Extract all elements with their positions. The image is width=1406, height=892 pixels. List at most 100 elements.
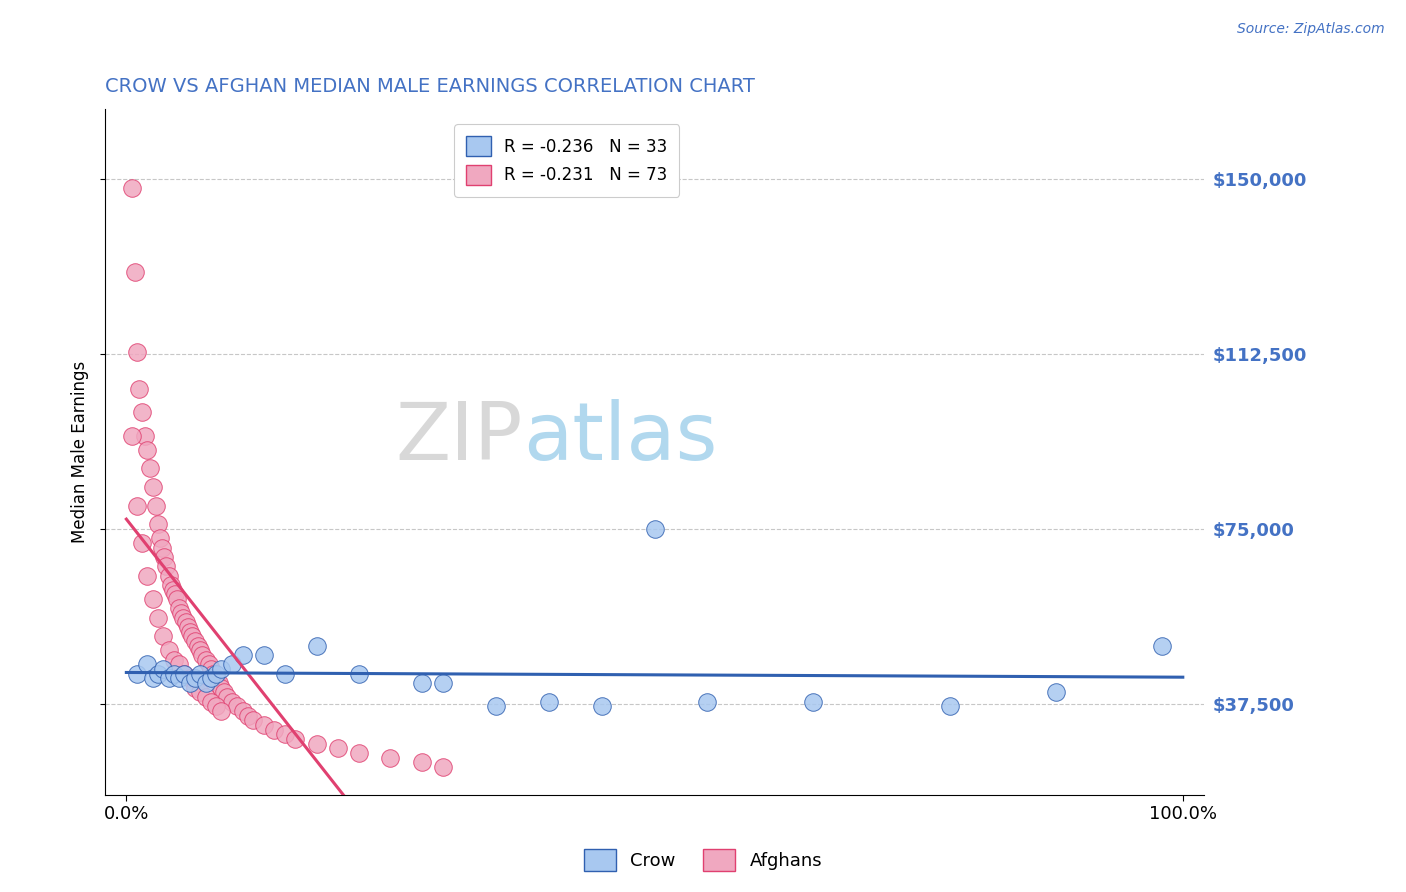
Point — [432, 760, 454, 774]
Point — [163, 587, 186, 601]
Point — [305, 737, 328, 751]
Point — [380, 750, 402, 764]
Point — [263, 723, 285, 737]
Point — [205, 699, 228, 714]
Point — [242, 714, 264, 728]
Point — [194, 690, 217, 704]
Point — [142, 592, 165, 607]
Point — [205, 666, 228, 681]
Point — [184, 681, 207, 695]
Point — [128, 382, 150, 396]
Point — [170, 606, 193, 620]
Point — [172, 611, 194, 625]
Point — [347, 666, 370, 681]
Point — [179, 672, 201, 686]
Point — [187, 639, 209, 653]
Point — [179, 676, 201, 690]
Point — [236, 708, 259, 723]
Point — [125, 499, 148, 513]
Point — [153, 550, 176, 565]
Point — [121, 429, 143, 443]
Text: atlas: atlas — [523, 400, 717, 477]
Point — [166, 592, 188, 607]
Point — [152, 662, 174, 676]
Point — [221, 695, 243, 709]
Point — [326, 741, 349, 756]
Point — [145, 499, 167, 513]
Point — [197, 657, 219, 672]
Point — [162, 582, 184, 597]
Point — [201, 666, 224, 681]
Point — [173, 666, 195, 681]
Point — [157, 643, 180, 657]
Point — [167, 672, 190, 686]
Point — [149, 532, 172, 546]
Point — [208, 676, 231, 690]
Point — [226, 699, 249, 714]
Point — [125, 344, 148, 359]
Point — [253, 648, 276, 662]
Point — [284, 732, 307, 747]
Point — [138, 461, 160, 475]
Point — [939, 699, 962, 714]
Point — [131, 536, 153, 550]
Point — [194, 676, 217, 690]
Point — [696, 695, 718, 709]
Point — [191, 648, 214, 662]
Y-axis label: Median Male Earnings: Median Male Earnings — [72, 361, 89, 543]
Point — [134, 429, 156, 443]
Point — [142, 480, 165, 494]
Point — [146, 666, 169, 681]
Text: ZIP: ZIP — [395, 400, 523, 477]
Point — [411, 676, 433, 690]
Point — [209, 704, 232, 718]
Point — [125, 666, 148, 681]
Point — [253, 718, 276, 732]
Legend: Crow, Afghans: Crow, Afghans — [576, 842, 830, 879]
Point — [209, 681, 232, 695]
Point — [209, 662, 232, 676]
Point — [411, 756, 433, 770]
Point — [159, 578, 181, 592]
Point — [152, 629, 174, 643]
Point — [184, 672, 207, 686]
Point — [305, 639, 328, 653]
Point — [179, 624, 201, 639]
Point — [347, 746, 370, 760]
Point — [136, 442, 159, 457]
Point — [485, 699, 508, 714]
Point — [212, 685, 235, 699]
Point — [644, 522, 666, 536]
Point — [157, 568, 180, 582]
Point — [232, 648, 254, 662]
Point — [163, 666, 186, 681]
Point — [173, 666, 195, 681]
Point — [537, 695, 560, 709]
Point — [200, 662, 222, 676]
Point — [221, 657, 243, 672]
Point — [188, 666, 211, 681]
Point — [136, 657, 159, 672]
Point — [215, 690, 238, 704]
Point — [124, 265, 146, 279]
Text: CROW VS AFGHAN MEDIAN MALE EARNINGS CORRELATION CHART: CROW VS AFGHAN MEDIAN MALE EARNINGS CORR… — [105, 78, 755, 96]
Point — [155, 559, 177, 574]
Point — [205, 672, 228, 686]
Point — [167, 657, 190, 672]
Point — [150, 541, 173, 555]
Point — [163, 653, 186, 667]
Point — [188, 643, 211, 657]
Point — [146, 611, 169, 625]
Point — [174, 615, 197, 630]
Point — [167, 601, 190, 615]
Point — [232, 704, 254, 718]
Legend: R = -0.236   N = 33, R = -0.231   N = 73: R = -0.236 N = 33, R = -0.231 N = 73 — [454, 124, 679, 196]
Point — [200, 672, 222, 686]
Text: Source: ZipAtlas.com: Source: ZipAtlas.com — [1237, 22, 1385, 37]
Point — [194, 653, 217, 667]
Point — [131, 405, 153, 419]
Point — [200, 695, 222, 709]
Point — [432, 676, 454, 690]
Point — [274, 666, 297, 681]
Point — [157, 672, 180, 686]
